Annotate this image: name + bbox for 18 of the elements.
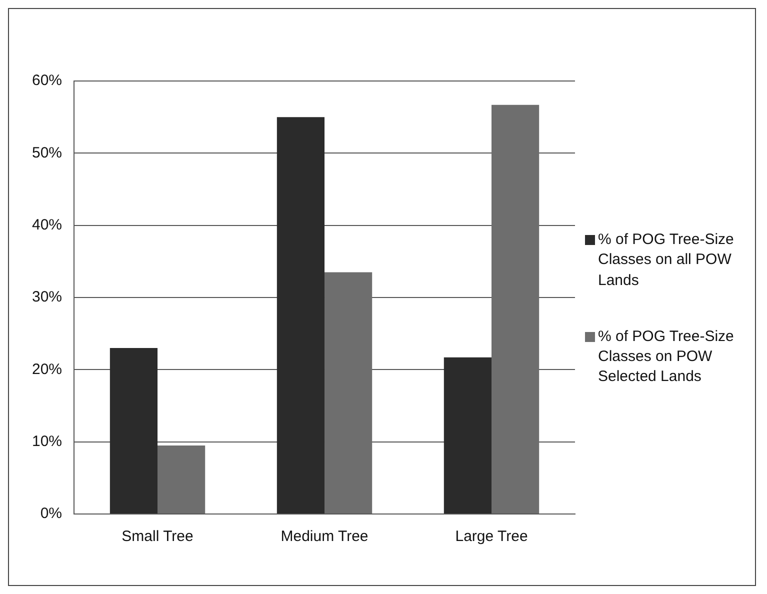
bar bbox=[444, 357, 492, 514]
x-tick-label: Large Tree bbox=[455, 528, 528, 546]
bar bbox=[492, 104, 540, 514]
y-tick-label: 0% bbox=[40, 505, 62, 522]
y-tick-label: 40% bbox=[32, 216, 62, 234]
legend-label: % of POG Tree-Size Classes on POW Selected Lands bbox=[598, 326, 735, 388]
bar bbox=[324, 272, 372, 514]
y-tick-label: 10% bbox=[32, 432, 62, 450]
x-tick-label: Medium Tree bbox=[280, 528, 368, 546]
y-tick-label: 50% bbox=[32, 144, 62, 162]
y-tick-label: 60% bbox=[32, 72, 62, 90]
bar bbox=[276, 117, 325, 514]
y-tick-label: 20% bbox=[32, 360, 62, 378]
x-tick-label: Small Tree bbox=[122, 528, 194, 546]
y-tick-label: 30% bbox=[32, 288, 62, 306]
bar bbox=[158, 445, 206, 514]
legend-label: % of POG Tree-Size Classes on all POW Lands bbox=[598, 230, 735, 290]
bar bbox=[110, 348, 158, 514]
